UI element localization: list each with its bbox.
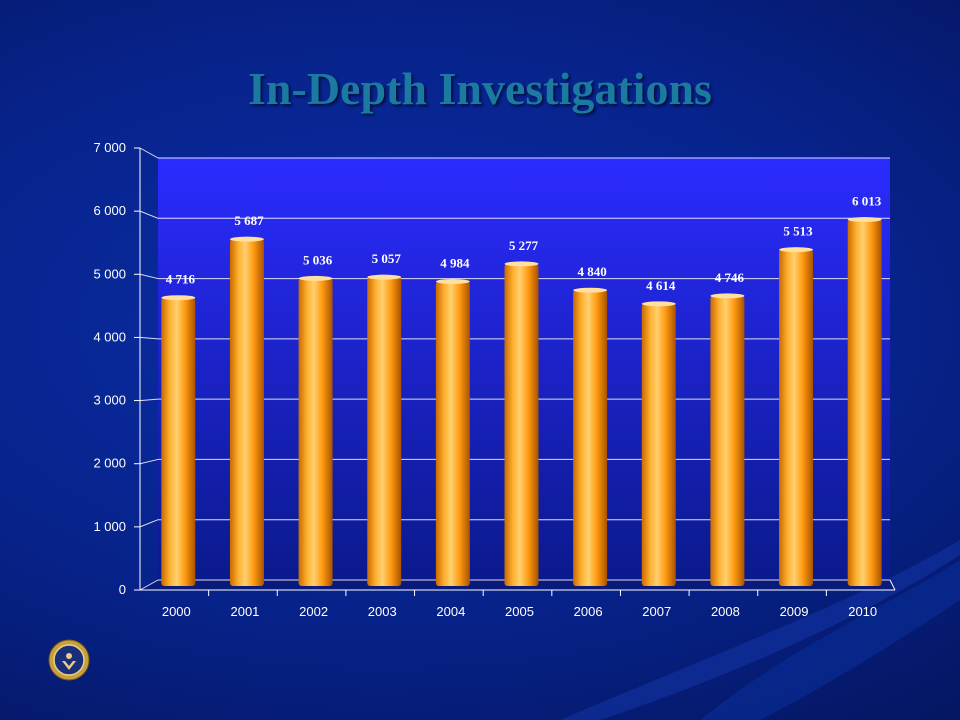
bar-cap <box>298 275 333 281</box>
x-tick-label: 2007 <box>642 604 671 619</box>
gridline-depth <box>139 210 159 219</box>
data-label: 4 614 <box>646 278 676 293</box>
x-tick-label: 2004 <box>436 604 465 619</box>
bar-body <box>779 249 814 587</box>
bar-body <box>573 290 608 586</box>
bar <box>779 247 814 587</box>
x-tick-label: 2009 <box>780 604 809 619</box>
data-label: 5 057 <box>372 251 402 266</box>
x-tick-label: 2000 <box>162 604 191 619</box>
y-tick-label: 1 000 <box>93 519 126 534</box>
x-axis-depth <box>889 579 896 591</box>
y-tick-label: 7 000 <box>93 140 126 155</box>
bar <box>367 274 402 586</box>
bar-cap <box>779 247 814 253</box>
data-label: 6 013 <box>852 194 882 209</box>
bar <box>641 301 676 586</box>
page-title: In-Depth Investigations <box>248 63 712 114</box>
bar <box>298 275 333 586</box>
bar-cap <box>161 295 196 301</box>
x-tick-label: 2005 <box>505 604 534 619</box>
y-tick-label: 5 000 <box>93 266 126 281</box>
gridline-depth <box>139 458 159 465</box>
bar-body <box>435 281 470 586</box>
data-label: 5 277 <box>509 238 539 253</box>
x-tick-label: 2001 <box>230 604 259 619</box>
gridline-depth <box>139 579 159 591</box>
bar <box>504 261 539 586</box>
bar-body <box>641 303 676 586</box>
bar-body <box>504 263 539 586</box>
bar-cap <box>641 301 676 307</box>
x-tick-label: 2010 <box>848 604 877 619</box>
bar-body <box>229 239 264 586</box>
x-tick-label: 2002 <box>299 604 328 619</box>
gridline-depth <box>139 398 159 402</box>
gridline-depth <box>139 336 159 340</box>
bar-body <box>298 278 333 586</box>
bar <box>161 295 196 586</box>
agency-seal-icon <box>48 639 90 681</box>
bar-cap <box>710 293 745 299</box>
bar <box>847 217 882 586</box>
data-label: 5 036 <box>303 252 333 267</box>
data-label: 4 746 <box>715 270 745 285</box>
x-tick-label: 2006 <box>574 604 603 619</box>
bar-cap <box>435 279 470 285</box>
bar-body <box>367 277 402 586</box>
data-label: 5 513 <box>783 224 813 239</box>
y-tick-label: 3 000 <box>93 393 126 408</box>
data-label: 4 840 <box>578 264 607 279</box>
y-tick-label: 4 000 <box>93 329 126 344</box>
bar-cap <box>847 217 882 223</box>
data-label: 5 687 <box>234 213 264 228</box>
bar <box>710 293 745 586</box>
bar <box>229 236 264 586</box>
y-tick-label: 6 000 <box>93 203 126 218</box>
y-tick-label: 0 <box>119 582 126 597</box>
gridline-depth <box>139 273 159 280</box>
bar-body <box>161 297 196 586</box>
x-tick-label: 2008 <box>711 604 740 619</box>
data-label: 4 716 <box>166 272 196 287</box>
bar <box>435 279 470 586</box>
bar-cap <box>573 287 608 293</box>
bar-cap <box>229 236 264 242</box>
bar-body <box>847 219 882 586</box>
gridline-depth <box>139 147 159 159</box>
bar <box>573 287 608 586</box>
x-tick-label: 2003 <box>368 604 397 619</box>
bar-body <box>710 295 745 586</box>
bar-cap <box>367 274 402 280</box>
bar-cap <box>504 261 539 267</box>
gridline-depth <box>139 519 159 528</box>
data-label: 4 984 <box>440 256 470 271</box>
y-tick-label: 2 000 <box>93 456 126 471</box>
